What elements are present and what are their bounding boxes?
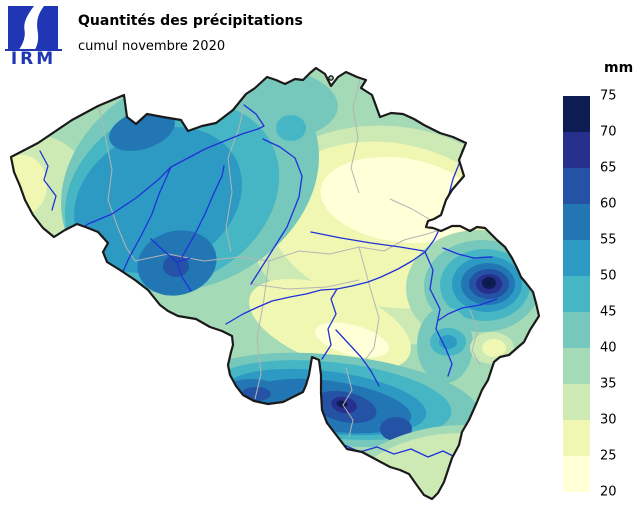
legend-colorbar (563, 96, 590, 492)
province-borders (98, 77, 481, 438)
legend-tick-label: 45 (600, 304, 617, 320)
legend-tick-label: 25 (600, 448, 617, 464)
irm-logo-icon (8, 6, 58, 51)
legend-tick-label: 35 (600, 376, 617, 392)
legend-color-block (563, 132, 590, 168)
legend-color-block (563, 240, 590, 276)
legend-tick-label: 55 (600, 232, 617, 248)
legend-color-block (563, 420, 590, 456)
legend-color-block (563, 312, 590, 348)
legend-tick-label: 70 (600, 124, 617, 140)
legend-color-block (563, 384, 590, 420)
legend-color-block (563, 348, 590, 384)
legend-tick-label: 50 (600, 268, 617, 284)
legend-unit-label: mm (604, 60, 634, 76)
precipitation-fill (11, 68, 539, 499)
legend-tick-labels: 75 70 65 60 55 50 45 40 35 30 25 20 (600, 89, 636, 500)
irm-logo-text: IRM (5, 49, 62, 68)
rivers (39, 104, 498, 458)
legend-tick-label: 60 (600, 196, 617, 212)
legend-color-block (563, 456, 590, 492)
legend-color-block (563, 276, 590, 312)
legend-color-block (563, 168, 590, 204)
page-title: Quantités des précipitations (78, 13, 303, 29)
legend-tick-label: 75 (600, 88, 617, 104)
page-subtitle: cumul novembre 2020 (78, 39, 226, 54)
country-border (9, 66, 541, 501)
legend-tick-label: 65 (600, 160, 617, 176)
legend-tick-label: 20 (600, 484, 617, 500)
legend-color-block (563, 96, 590, 132)
enclave-dot (328, 75, 334, 81)
legend-color-block (563, 204, 590, 240)
legend-tick-label: 40 (600, 340, 617, 356)
legend-tick-label: 30 (600, 412, 617, 428)
